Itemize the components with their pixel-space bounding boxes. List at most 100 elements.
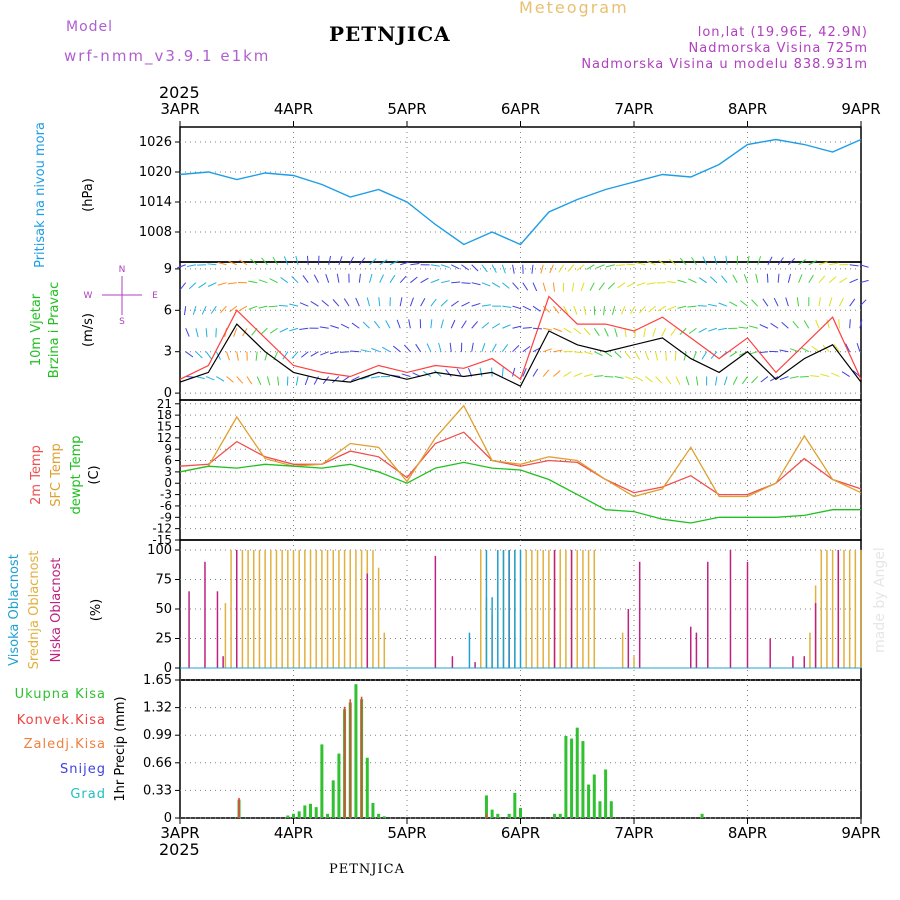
wind-arrow	[787, 273, 792, 283]
wind-arrow	[576, 264, 585, 271]
wind-arrow	[246, 376, 253, 385]
wind-arrow	[553, 370, 561, 377]
wind-arrow	[385, 320, 391, 329]
wind-arrow	[389, 274, 396, 283]
wind-arrow	[838, 297, 844, 307]
wind-arrow	[449, 342, 452, 352]
wind-arrow	[583, 327, 591, 336]
legend-item: Zaledj.Kisa	[24, 737, 106, 752]
pressure-ylabel: Pritisak na nivou mora	[33, 122, 48, 268]
wind-arrow	[348, 256, 354, 266]
wind-arrow	[410, 262, 420, 266]
precip-bar-total	[331, 780, 335, 818]
wind-arrow	[283, 256, 289, 265]
wind-arrow	[683, 351, 687, 361]
wind-arrow	[491, 264, 497, 273]
wind-arrow	[762, 298, 769, 307]
precip-bar-total	[598, 801, 602, 818]
temp-ytick-label: -15	[152, 533, 172, 547]
wind-arrow	[369, 258, 377, 266]
wind-arrow	[351, 322, 360, 329]
wind-arrow	[580, 282, 585, 292]
wind-arrow	[185, 328, 190, 337]
wind-arrow	[239, 259, 248, 266]
wind-arrow	[614, 376, 624, 379]
precip-ytick-label: 1.32	[143, 701, 172, 716]
wind-arrow	[598, 282, 605, 291]
x-tick-top-label: 5APR	[387, 100, 426, 118]
wind-arrow	[540, 264, 544, 274]
model-label: Model	[66, 19, 114, 35]
wind-arrow	[512, 264, 515, 274]
wind-arrow	[233, 328, 238, 337]
wind-arrow	[358, 273, 361, 283]
pressure-ytick-label: 1014	[139, 195, 172, 210]
temp-ylabel-dewpt: dewpt Temp	[69, 435, 84, 514]
wind-arrow	[332, 376, 340, 384]
wind-arrow	[796, 297, 800, 307]
wind-arrow	[743, 274, 748, 283]
temp-ytick-label: -12	[152, 522, 172, 536]
wind-arrow	[461, 264, 470, 271]
wind-arrow	[605, 264, 615, 268]
wind-arrow	[626, 282, 636, 288]
wind-arrow	[277, 376, 280, 386]
legend-item: Konvek.Kisa	[17, 713, 106, 728]
wind-arrow	[563, 327, 572, 334]
wind-arrow	[838, 319, 840, 329]
wind-arrow	[378, 297, 381, 307]
wind-arrow	[725, 255, 728, 265]
x-tick-bottom-label: 5APR	[387, 824, 426, 842]
wind-arrow	[808, 260, 817, 266]
wind-arrow	[583, 351, 593, 355]
precip-bar-total	[297, 811, 301, 818]
wind-arrow	[400, 261, 409, 266]
wind-arrow	[563, 371, 572, 377]
wind-arrow	[430, 319, 433, 329]
wind-arrow	[549, 264, 554, 274]
wind-arrow	[430, 298, 437, 307]
wind-arrow	[643, 328, 646, 338]
year-bottom: 2025	[159, 840, 200, 859]
wind-arrow	[481, 282, 491, 287]
wind-arrow	[707, 303, 717, 307]
wind-arrow	[624, 351, 631, 360]
temp-ytick-label: 21	[157, 397, 172, 411]
wind-arrow	[624, 376, 634, 381]
wind-arrow	[205, 351, 212, 360]
lonlat-text: lon,lat (19.96E, 42.9N)	[697, 25, 868, 40]
cloud-ytick-label: 75	[155, 573, 172, 588]
wind-arrow	[777, 273, 780, 283]
precip-bar-total	[354, 684, 358, 818]
wind-arrow	[420, 298, 426, 307]
wind-arrow	[738, 326, 748, 329]
wind-arrow	[859, 264, 869, 268]
x-tick-top-label: 6APR	[501, 100, 540, 118]
wind-arrow	[767, 256, 773, 265]
wind-arrow	[766, 273, 769, 283]
wind-arrow	[859, 319, 863, 329]
wind-arrow	[434, 370, 442, 377]
wind-arrow	[313, 274, 319, 283]
wind-arrow	[748, 325, 758, 329]
temp-ytick-label: -3	[160, 488, 172, 502]
wind-arrow	[652, 328, 657, 337]
precip-bar-total	[609, 801, 613, 818]
wind-arrow	[248, 280, 258, 284]
wind-arrow	[310, 301, 319, 307]
precip-bar-conv	[360, 696, 363, 818]
wind-arrow	[698, 327, 707, 333]
x-tick-bottom-label: 8APR	[728, 824, 767, 842]
wind-arrow	[646, 282, 656, 285]
wind-arrow	[295, 376, 299, 386]
precip-ytick-label: 0.66	[143, 756, 172, 771]
wind-arrow	[849, 264, 859, 267]
wind-arrow	[320, 351, 329, 356]
wind-arrow	[594, 351, 603, 356]
temp-ytick-label: 3	[164, 465, 172, 479]
wind-arrow	[238, 305, 248, 312]
wind-arrow	[828, 276, 837, 284]
precip-bar-conv	[343, 706, 346, 818]
wind-arrow	[701, 351, 708, 360]
wind-arrow	[280, 276, 289, 284]
